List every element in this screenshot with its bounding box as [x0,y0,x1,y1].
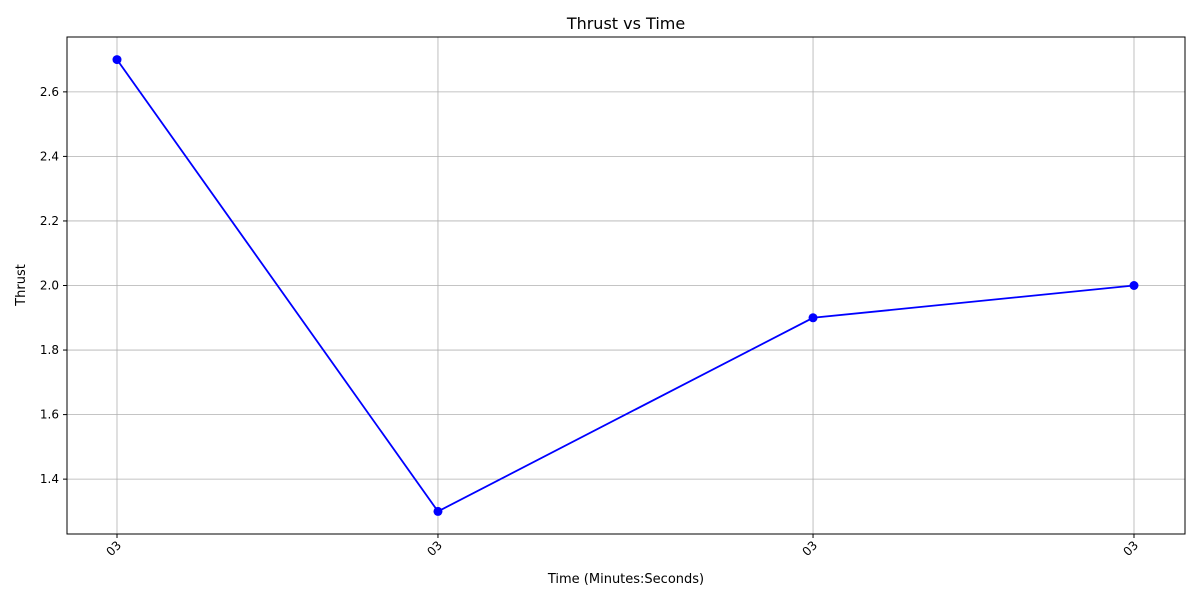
data-point [1129,281,1139,290]
series-line [116,59,1135,513]
series-thrust [112,55,1139,516]
grid-lines [67,37,1185,534]
data-point [433,506,443,516]
x-tick-label: 03 [1120,538,1141,559]
y-tick-label: 2.2 [40,214,59,228]
y-tick-label: 1.4 [40,472,59,486]
y-tick-label: 1.6 [40,408,59,422]
y-axis-label: Thrust [14,264,29,307]
x-axis-label: Time (Minutes:Seconds) [547,572,704,587]
data-point [112,55,122,65]
data-point [808,313,818,323]
y-tick-label: 2.6 [40,85,59,99]
x-tick-label: 03 [424,538,445,559]
x-tick-label: 03 [103,538,124,559]
y-tick-label: 2.0 [40,279,59,293]
x-tick-label: 03 [799,538,820,559]
y-tick-label: 2.4 [40,149,59,163]
chart-title: Thrust vs Time [566,14,685,33]
y-tick-label: 1.8 [40,343,59,357]
